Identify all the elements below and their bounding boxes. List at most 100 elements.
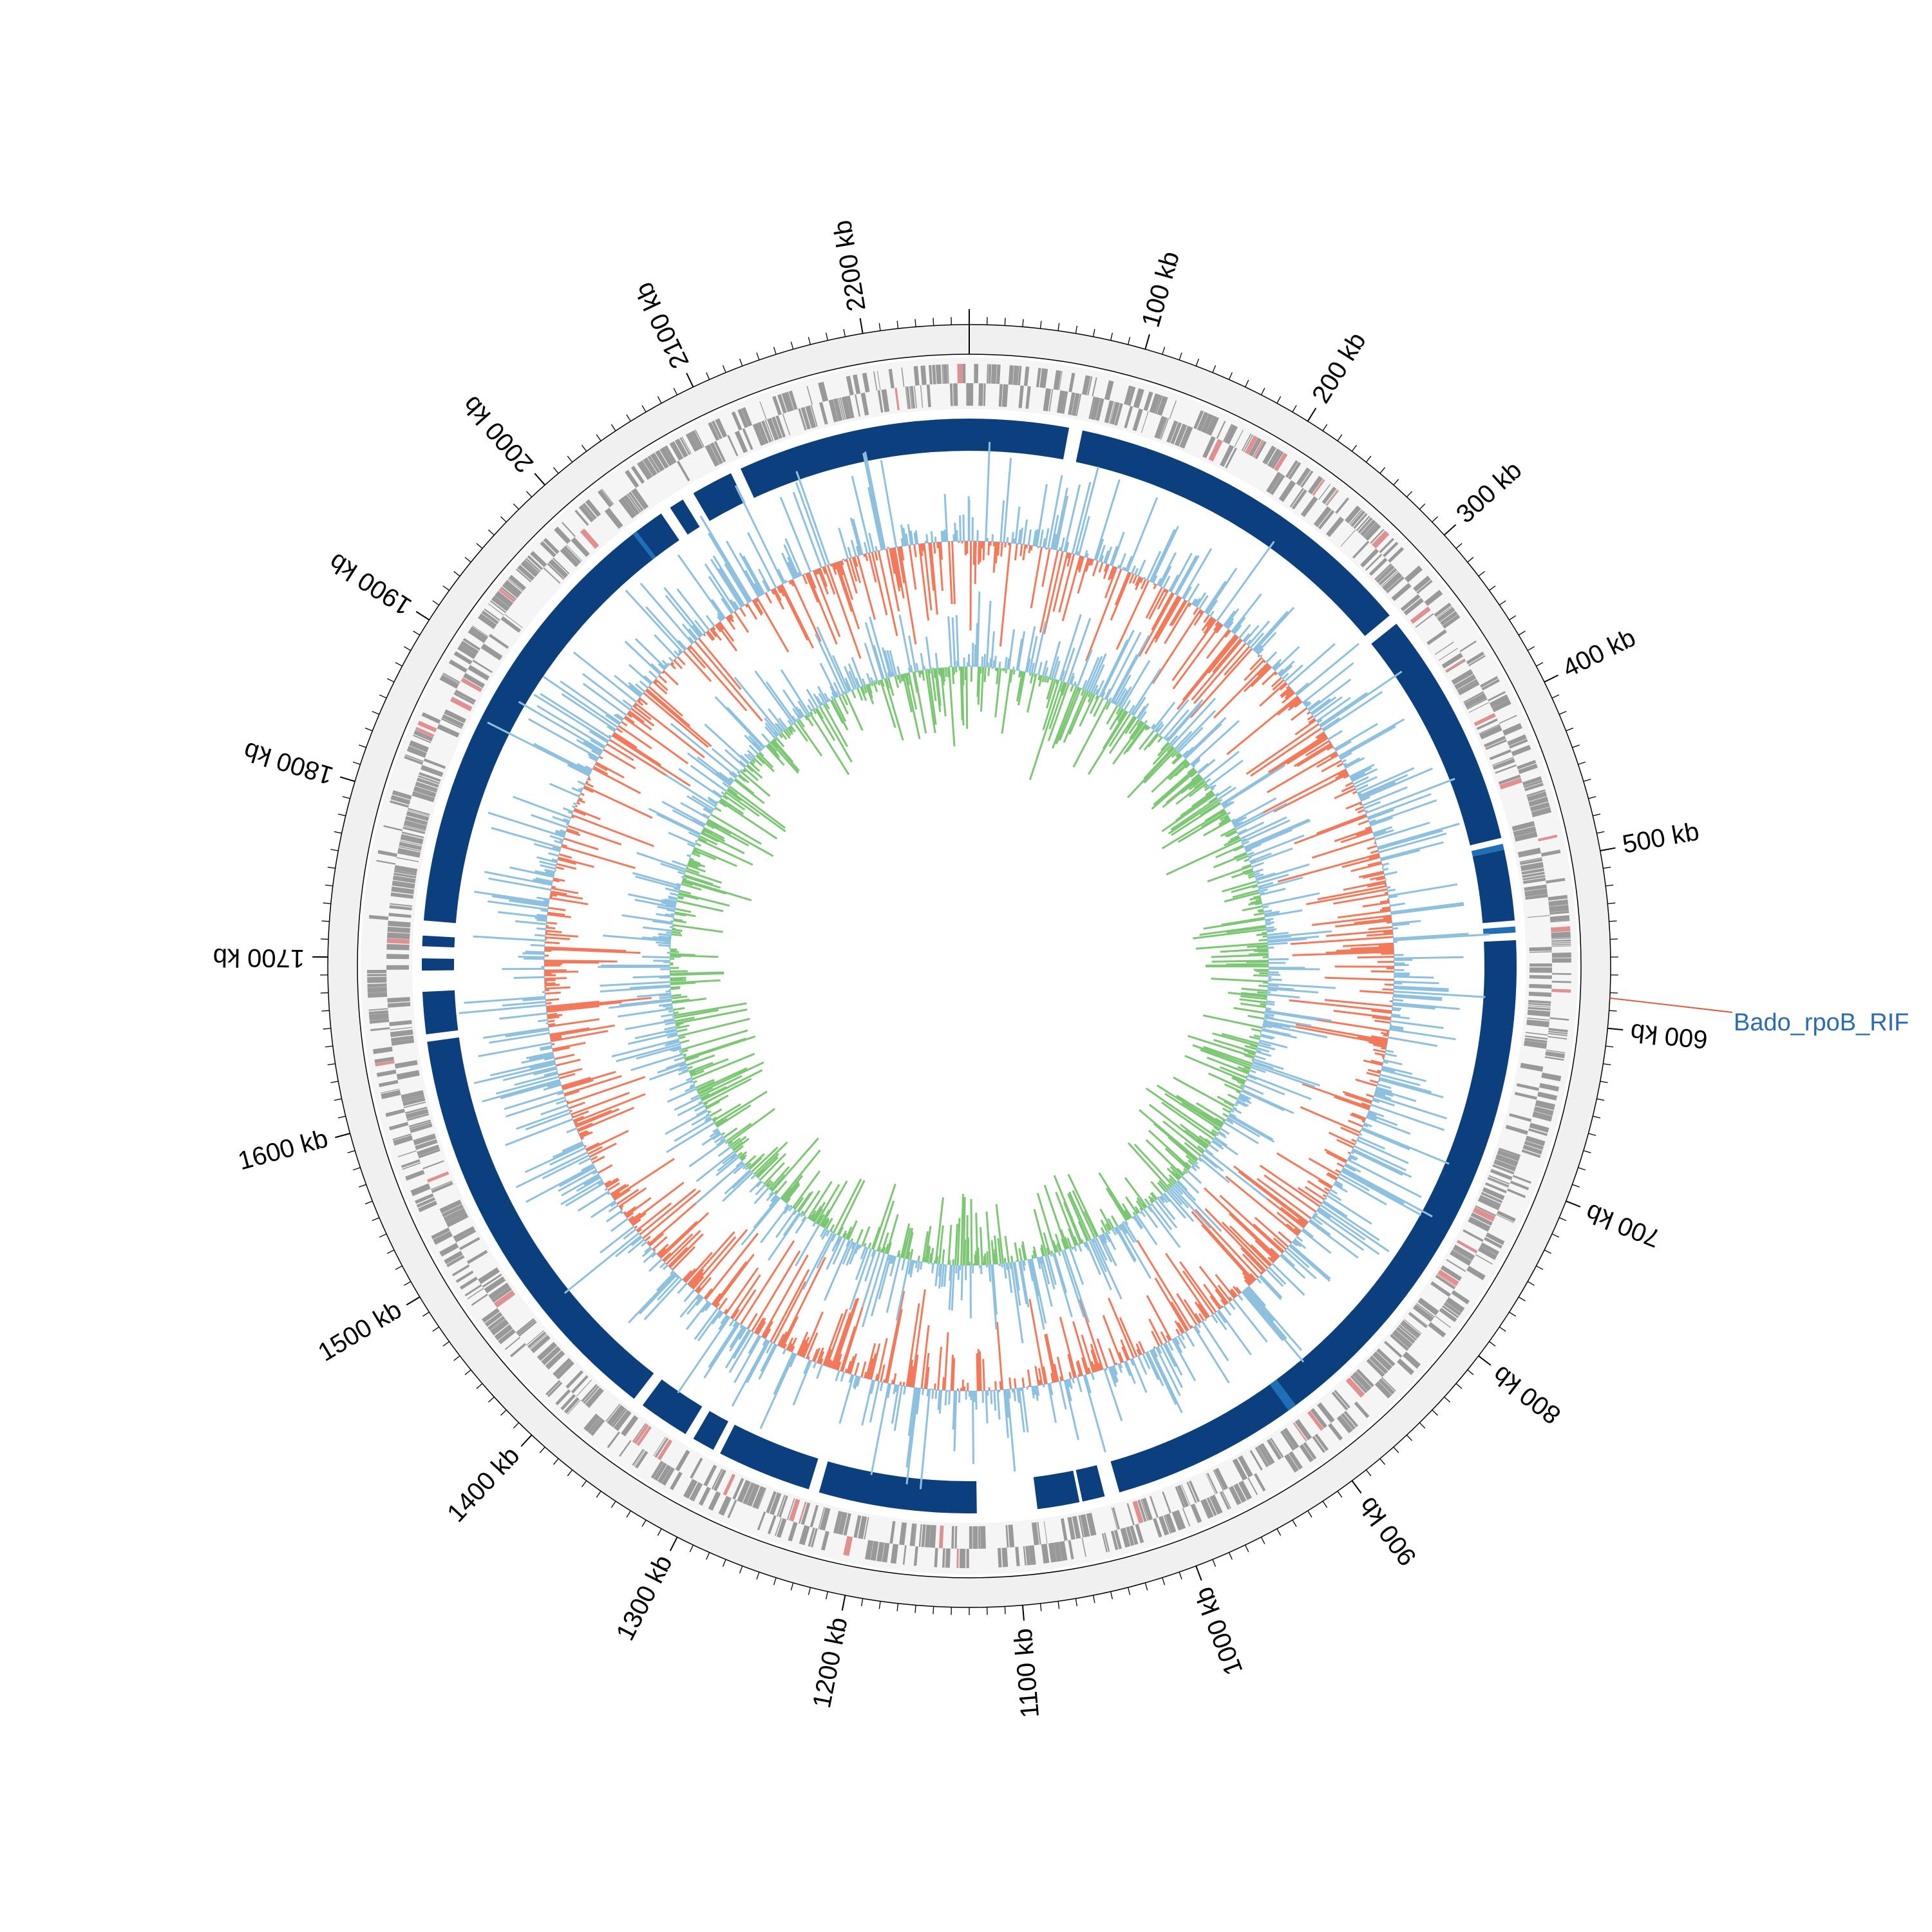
gene-feature-281 [1485, 1182, 1507, 1194]
gene-feature-434 [1015, 1546, 1020, 1567]
gene-feature-821 [777, 393, 787, 414]
tick-label-800kb: 800 kb [1488, 1360, 1566, 1430]
minor-tick [1228, 1552, 1233, 1560]
gene-feature-801 [714, 440, 726, 462]
gene-feature-115 [1379, 538, 1394, 553]
gene-feature-296 [1477, 1246, 1497, 1260]
minor-tick [1478, 571, 1485, 577]
minor-tick [1467, 1369, 1474, 1376]
gene-feature-216 [1551, 939, 1571, 942]
gene-feature-707 [415, 726, 435, 738]
gene-feature-249 [1546, 1049, 1566, 1054]
minor-tick [1593, 1115, 1601, 1119]
minor-tick [500, 516, 507, 523]
gene-feature-704 [409, 740, 429, 753]
gene-feature-410 [1112, 1507, 1121, 1530]
gene-feature-188 [1531, 807, 1552, 818]
gene-feature-819 [772, 395, 782, 415]
gene-feature-551 [553, 1358, 572, 1377]
gene-feature-195 [1519, 857, 1542, 863]
gene-feature-753 [525, 558, 541, 573]
gene-feature-859 [928, 365, 933, 385]
gene-feature-236 [1528, 1007, 1551, 1011]
gene-feature-624 [402, 1097, 426, 1106]
blast-ring [422, 419, 1517, 1513]
minor-tick [1195, 358, 1200, 366]
gene-feature-448 [945, 1548, 951, 1568]
gene-feature-660 [388, 920, 411, 928]
gene-feature-38 [1110, 402, 1120, 425]
minor-tick [404, 1281, 412, 1286]
gene-feature-347 [1341, 1413, 1356, 1430]
gene-feature-42 [1124, 406, 1133, 429]
gene-feature-846 [881, 389, 890, 412]
gene-feature-108 [1360, 519, 1376, 536]
gene-feature-711 [440, 717, 462, 729]
gene-feature-381 [1207, 1472, 1218, 1494]
blast-segment-17 [693, 473, 745, 522]
minor-tick [626, 414, 631, 422]
gene-feature-458 [909, 1523, 916, 1546]
gene-feature-443 [966, 1548, 969, 1568]
gc-skew-track [598, 591, 1336, 1344]
gene-feature-251 [1544, 1056, 1564, 1061]
gene-feature-453 [924, 1524, 931, 1548]
gene-feature-87 [1300, 470, 1314, 488]
gene-feature-237 [1527, 1009, 1551, 1017]
gene-feature-860 [932, 365, 936, 384]
gene-feature-386 [1189, 1480, 1200, 1502]
minor-tick [1244, 1544, 1249, 1553]
gene-feature-662 [388, 913, 412, 918]
minor-tick [1260, 388, 1265, 395]
minor-tick [1406, 491, 1413, 498]
major-tick [1607, 1027, 1624, 1031]
gene-feature-309 [1430, 1281, 1452, 1297]
gene-feature-283 [1481, 1191, 1503, 1204]
blast-highlight-3 [1482, 926, 1516, 935]
minor-tick [641, 405, 647, 413]
gene-feature-306 [1437, 1274, 1457, 1287]
gene-feature-118 [1368, 558, 1388, 576]
gene-feature-638 [390, 1029, 413, 1037]
minor-tick [826, 332, 828, 341]
gene-feature-247 [1524, 1037, 1548, 1043]
gene-feature-583 [466, 1249, 488, 1264]
gene-feature-238 [1549, 1017, 1569, 1021]
gene-feature-258 [1535, 1100, 1555, 1111]
minor-tick [1596, 831, 1605, 834]
gene-feature-355 [1294, 1419, 1312, 1441]
gene-feature-219 [1551, 945, 1571, 947]
gene-feature-480 [799, 1525, 810, 1546]
gene-feature-55 [1170, 422, 1182, 444]
gene-feature-514 [661, 1466, 675, 1486]
major-tick [686, 372, 694, 388]
gene-feature-469 [853, 1515, 862, 1539]
gene-feature-516 [653, 1462, 667, 1481]
gene-feature-508 [692, 1483, 703, 1502]
tick-label-1400kb: 1400 kb [442, 1441, 525, 1528]
gene-feature-608 [417, 1144, 440, 1157]
gene-feature-190 [1513, 826, 1537, 837]
gene-feature-764 [566, 544, 583, 562]
gene-feature-618 [389, 1121, 409, 1131]
minor-tick [1393, 478, 1399, 486]
minor-tick [1607, 902, 1616, 904]
gene-feature-830 [819, 402, 828, 425]
gene-feature-520 [654, 1437, 668, 1457]
minor-tick [1536, 1265, 1544, 1270]
gene-feature-273 [1492, 1164, 1515, 1175]
gene-feature-35 [1104, 380, 1114, 401]
minor-tick [1536, 662, 1544, 667]
gene-feature-712 [442, 714, 464, 728]
gene-feature-371 [1238, 1455, 1253, 1478]
gene-feature-41 [1127, 386, 1136, 406]
gene-feature-11 [1012, 365, 1018, 385]
gene-feature-360 [1280, 1430, 1296, 1451]
gene-feature-370 [1253, 1473, 1266, 1492]
gene-feature-215 [1551, 938, 1571, 940]
gene-feature-319 [1409, 1312, 1428, 1327]
minor-tick [352, 1167, 361, 1171]
minor-tick [1365, 1469, 1372, 1477]
gene-feature-234 [1528, 1003, 1551, 1007]
gene-feature-487 [774, 1517, 782, 1537]
